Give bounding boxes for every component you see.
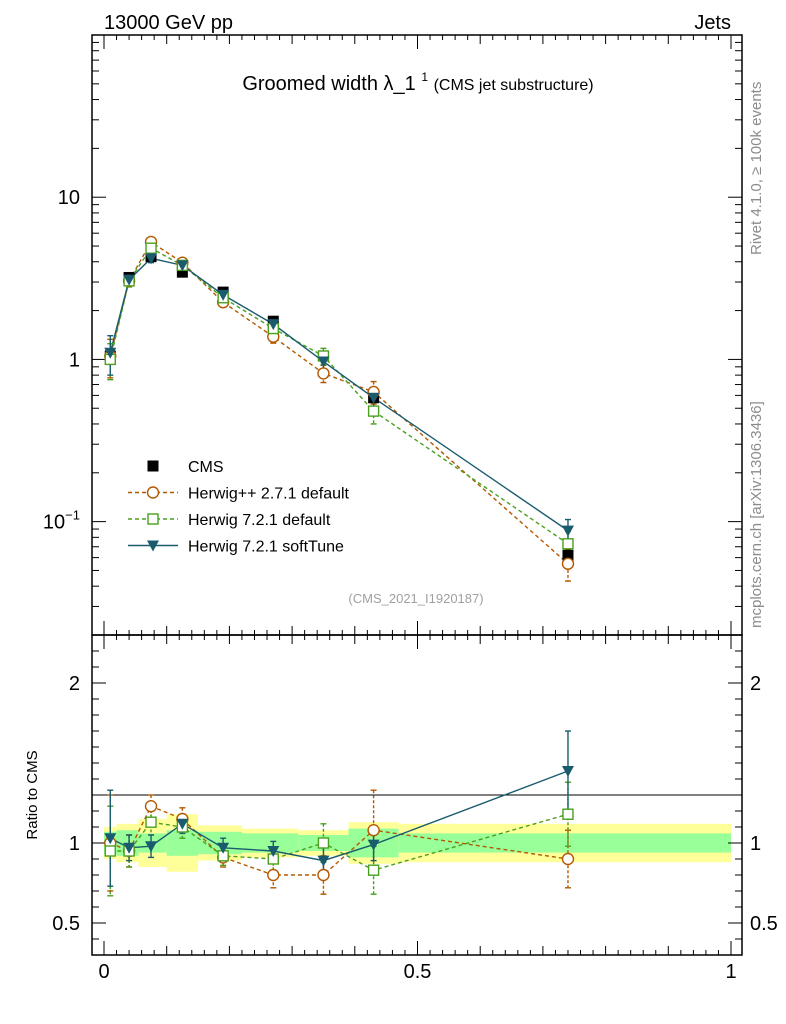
softtune-point bbox=[267, 319, 280, 331]
softtune-point bbox=[367, 392, 380, 404]
legend-herwigpp-label: Herwig++ 2.7.1 default bbox=[188, 486, 350, 503]
ratio-y-tick-label-right: 1 bbox=[750, 833, 761, 855]
y-tick-base: 10 bbox=[43, 512, 65, 534]
softtune-point bbox=[123, 274, 136, 286]
header-category-label: Jets bbox=[694, 12, 731, 34]
title-main: Groomed width bbox=[242, 73, 378, 95]
ratio-y-tick-label: 2 bbox=[69, 673, 80, 695]
legend: CMS Herwig++ 2.7.1 default Herwig 7.2.1 de… bbox=[128, 459, 350, 556]
main-y-tick-label: 10−1 bbox=[43, 508, 80, 534]
ratio-y-tick-labels: 0.5 0.5 1 1 2 2 bbox=[52, 673, 778, 935]
ratio-y-tick-label: 1 bbox=[69, 833, 80, 855]
legend-herwig721-marker bbox=[147, 513, 159, 525]
main-markers bbox=[104, 235, 575, 570]
ratio-herwig721-point bbox=[367, 864, 380, 876]
legend-softtune-label: Herwig 7.2.1 softTune bbox=[188, 539, 344, 556]
softtune-point bbox=[145, 253, 158, 265]
x-tick-labels: 0 0.5 1 bbox=[98, 961, 736, 983]
legend-herwigpp-marker bbox=[146, 486, 160, 499]
y-tick-exponent: −1 bbox=[65, 508, 80, 523]
herwigpp-point bbox=[561, 557, 575, 570]
ratio-softtune-point bbox=[317, 855, 330, 867]
ratio-markers bbox=[104, 766, 575, 882]
ratio-y-tick-label-right: 2 bbox=[750, 673, 761, 695]
ratio-y-tick-label-right: 0.5 bbox=[750, 913, 778, 935]
header-energy-label: 13000 GeV pp bbox=[104, 12, 233, 34]
rivet-version-label: Rivet 4.1.0, ≥ 100k events bbox=[748, 82, 765, 255]
herwig721-point bbox=[562, 538, 574, 550]
ratio-uncertainty-bands bbox=[104, 814, 731, 872]
legend-cms-label: CMS bbox=[188, 459, 224, 476]
cms-point bbox=[176, 266, 188, 278]
title-subtitle: (CMS jet substructure) bbox=[434, 77, 594, 94]
ratio-softtune-point bbox=[217, 842, 230, 854]
y-tick-base: 1 bbox=[69, 349, 80, 371]
ratio-y-axis-label: Ratio to CMS bbox=[24, 750, 41, 839]
softtune-point bbox=[561, 525, 574, 537]
main-ticks bbox=[92, 35, 742, 636]
inner-band bbox=[398, 833, 731, 853]
ratio-softtune-point bbox=[176, 818, 189, 830]
ratio-herwigpp-point bbox=[317, 868, 330, 882]
analysis-id-label: (CMS_2021_I1920187) bbox=[348, 591, 483, 606]
x-tick-label: 0 bbox=[98, 961, 109, 983]
ratio-herwigpp-point bbox=[561, 852, 575, 866]
title-symbol: λ_1 bbox=[384, 73, 416, 95]
ratio-softtune-point bbox=[367, 839, 380, 851]
legend-herwig721-label: Herwig 7.2.1 default bbox=[188, 512, 331, 529]
ratio-herwig721-point bbox=[145, 816, 157, 828]
ratio-softtune-point bbox=[267, 846, 280, 857]
legend-softtune-marker bbox=[147, 540, 159, 552]
ratio-softtune-point bbox=[123, 842, 136, 854]
softtune-point bbox=[104, 347, 117, 359]
x-tick-label: 1 bbox=[725, 961, 736, 983]
plot-title: Groomed width λ_1 1 (CMS jet substructur… bbox=[242, 64, 593, 95]
softtune-point bbox=[176, 260, 189, 272]
ratio-herwigpp-point bbox=[267, 868, 280, 882]
herwig721-point bbox=[145, 242, 157, 254]
main-y-tick-label: 1 bbox=[69, 349, 80, 371]
main-y-tick-label: 10 bbox=[58, 187, 80, 209]
ratio-herwigpp-line bbox=[109, 805, 569, 876]
inner-band bbox=[241, 833, 299, 853]
main-series-lines bbox=[109, 240, 569, 565]
ratio-herwigpp-point bbox=[144, 800, 158, 813]
x-tick-label: 0.5 bbox=[404, 961, 432, 983]
ratio-softtune-point bbox=[561, 766, 574, 777]
ratio-softtune-point bbox=[104, 833, 117, 845]
cms-point bbox=[562, 549, 574, 561]
mcplots-url-label: mcplots.cern.ch [arXiv:1306.3436] bbox=[748, 401, 765, 628]
ratio-herwigpp-point bbox=[367, 824, 380, 837]
herwig721-line bbox=[109, 247, 569, 545]
herwigpp-point bbox=[317, 367, 330, 380]
ratio-softtune-point bbox=[145, 841, 158, 853]
ratio-y-tick-label: 0.5 bbox=[52, 913, 80, 935]
herwig721-point bbox=[367, 405, 380, 417]
ratio-panel: 0.5 0.51 12 2 0 0.5 1 Ratio to CMS bbox=[24, 634, 778, 983]
main-error-bars bbox=[107, 237, 571, 582]
softtune-point bbox=[317, 356, 330, 368]
ratio-herwig721-point bbox=[317, 837, 330, 849]
legend-cms-marker bbox=[147, 460, 159, 472]
title-superscript: 1 bbox=[421, 70, 428, 84]
ratio-herwig721-point bbox=[104, 845, 116, 857]
ratio-frame bbox=[91, 634, 743, 956]
y-tick-base: 10 bbox=[58, 187, 80, 209]
herwigpp-line bbox=[109, 240, 569, 565]
ratio-herwig721-point bbox=[562, 808, 574, 820]
softtune-point bbox=[217, 289, 230, 301]
